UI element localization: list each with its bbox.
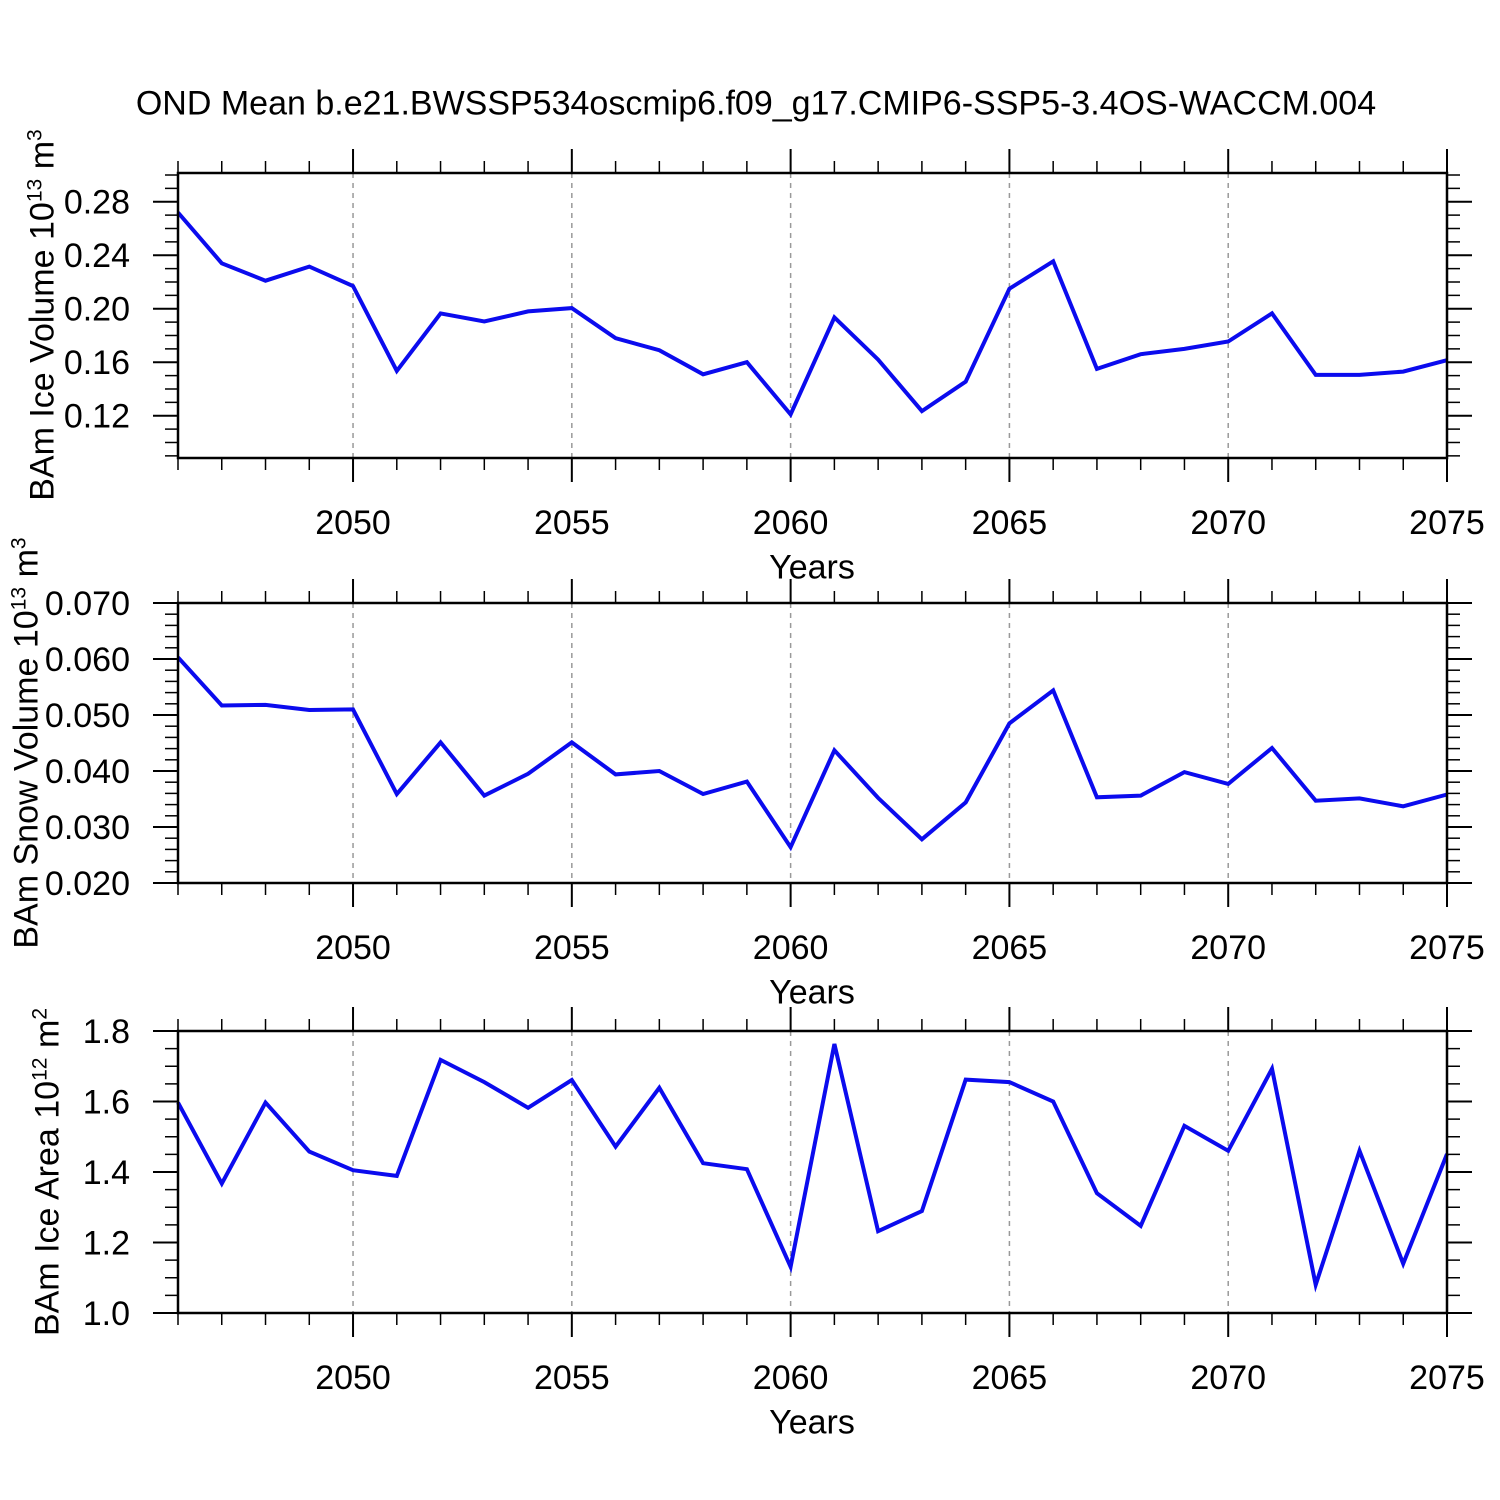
y-axis-title-1: BAm Ice Volume 1013 m3 [23, 129, 62, 501]
y-tick-label: 1.2 [83, 1224, 130, 1262]
y-tick-label: 0.16 [64, 344, 130, 382]
figure-title: OND Mean b.e21.BWSSP534oscmip6.f09_g17.C… [135, 84, 1377, 123]
x-tick-label: 2060 [753, 504, 829, 542]
x-axis-title-3: Years [769, 1403, 855, 1442]
data-line [176, 1043, 1449, 1293]
x-tick-label: 2070 [1190, 504, 1266, 542]
y-tick-label: 0.050 [45, 697, 130, 735]
y-tick-label: 1.4 [83, 1154, 130, 1192]
y-tick-label: 0.020 [45, 865, 130, 903]
y-tick-label: 0.28 [64, 184, 130, 222]
plot-border [176, 601, 1449, 885]
x-tick-label: 2075 [1409, 504, 1485, 542]
y-tick-label: 1.0 [83, 1295, 130, 1333]
y-axis-title-3: BAm Ice Area 1012 m2 [28, 1007, 67, 1337]
bam-snow-volume-panel: 0.020 0.030 0.040 0.050 0.060 0.070 2050 2055 20… [45, 579, 1485, 967]
plot-border [176, 171, 1449, 460]
x-tick-label: 2065 [972, 1359, 1048, 1397]
bam-ice-volume-panel: 0.12 0.16 0.20 0.24 0.28 2050 2055 2060 2065 2070… [64, 149, 1485, 542]
x-axis-title-2: Years [769, 973, 855, 1012]
x-tick-label: 2060 [753, 1359, 829, 1397]
x-tick-label: 2075 [1409, 1359, 1485, 1397]
x-tick-label: 2050 [315, 504, 391, 542]
y-tick-label: 0.060 [45, 641, 130, 679]
x-tick-label: 2065 [972, 929, 1048, 967]
y-tick-label: 0.040 [45, 753, 130, 791]
x-tick-label: 2070 [1190, 1359, 1266, 1397]
y-tick-label: 0.20 [64, 291, 130, 329]
x-tick-label: 2055 [534, 504, 610, 542]
y-tick-label: 0.24 [64, 237, 130, 275]
x-tick-label: 2065 [972, 504, 1048, 542]
y-tick-label: 0.070 [45, 585, 130, 623]
y-tick-label: 1.8 [83, 1013, 130, 1051]
y-tick-label: 0.12 [64, 398, 130, 436]
x-tick-label: 2070 [1190, 929, 1266, 967]
x-tick-label: 2075 [1409, 929, 1485, 967]
data-line [176, 655, 1448, 852]
data-line [176, 211, 1448, 419]
x-tick-label: 2050 [315, 1359, 391, 1397]
y-axis-title-2: BAm Snow Volume 1013 m3 [7, 537, 46, 949]
x-axis-title-1: Years [769, 548, 855, 587]
x-tick-label: 2055 [534, 1359, 610, 1397]
x-tick-label: 2055 [534, 929, 610, 967]
x-tick-label: 2060 [753, 929, 829, 967]
y-tick-label: 0.030 [45, 809, 130, 847]
bam-ice-area-panel: 1.0 1.2 1.4 1.6 1.8 2050 2055 2060 2065 2070 2075 [83, 1007, 1485, 1397]
y-tick-label: 1.6 [83, 1083, 130, 1121]
x-tick-label: 2050 [315, 929, 391, 967]
